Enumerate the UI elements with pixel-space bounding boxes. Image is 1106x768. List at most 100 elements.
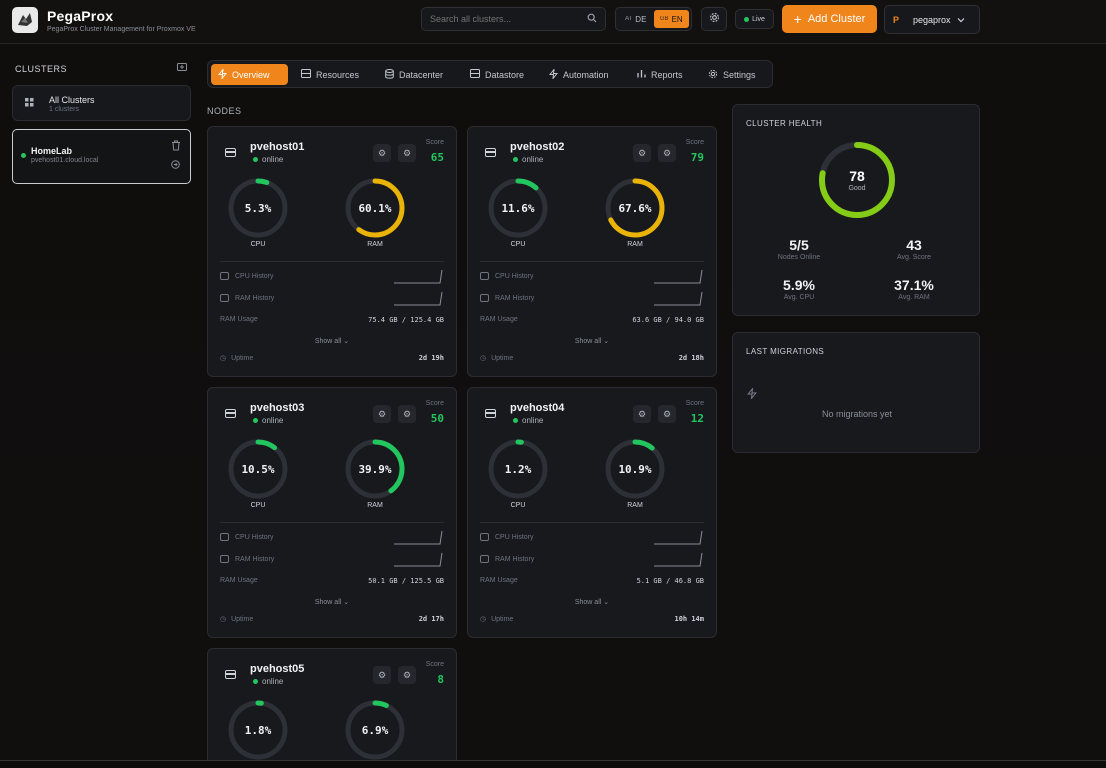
score-value: 79 <box>690 151 704 164</box>
trash-icon[interactable] <box>171 140 181 154</box>
storage-icon <box>470 69 480 80</box>
gear-icon: ⚙ <box>402 408 412 419</box>
node-config-button[interactable]: ⚙ <box>398 405 416 423</box>
uptime-label: ◷ Uptime <box>480 354 514 363</box>
cpu-label: CPU <box>510 502 526 509</box>
live-indicator[interactable]: Live <box>735 9 774 29</box>
cluster-name: HomeLab <box>31 146 73 156</box>
ram-usage-value: 75.4 GB / 125.4 GB <box>368 316 444 324</box>
pegaprox-logo[interactable] <box>12 7 38 33</box>
node-config-button[interactable]: ⚙ <box>658 144 676 162</box>
node-settings-button[interactable]: ⚙ <box>373 144 391 162</box>
cpu-gauge: 11.6% <box>487 177 549 239</box>
node-settings-button[interactable]: ⚙ <box>633 405 651 423</box>
node-config-button[interactable]: ⚙ <box>398 666 416 684</box>
gear-icon: ⚙ <box>377 147 387 158</box>
ram-usage-value: 50.1 GB / 125.5 GB <box>368 577 444 585</box>
tab-resources[interactable]: Resources <box>294 64 366 85</box>
node-card[interactable]: pvehost04 online ⚙ ⚙ Score 12 1.2% CPU 10.9% RAM C… <box>467 387 717 638</box>
cpu-gauge: 1.2% <box>487 438 549 500</box>
cpu-gauge: 5.3% <box>227 177 289 239</box>
tab-datacenter[interactable]: Datacenter <box>378 64 450 85</box>
node-settings-button[interactable]: ⚙ <box>373 666 391 684</box>
node-name: pvehost03 <box>250 402 305 414</box>
user-menu[interactable]: P pegaprox <box>884 5 980 34</box>
last-migrations-panel: LAST MIGRATIONS No migrations yet <box>732 332 980 453</box>
settings-button[interactable] <box>701 7 727 31</box>
tab-reports[interactable]: Reports <box>630 64 690 85</box>
cpu-history-sparkline <box>654 529 704 545</box>
node-card[interactable]: pvehost03 online ⚙ ⚙ Score 50 10.5% CPU 39.9% RAM… <box>207 387 457 638</box>
ram-history-sparkline <box>394 551 444 567</box>
show-all-button[interactable]: Show all ⌄ <box>314 338 350 345</box>
uptime-value: 2d 19h <box>418 354 444 362</box>
node-config-button[interactable]: ⚙ <box>398 144 416 162</box>
score-label: Score <box>425 139 444 146</box>
search-input[interactable] <box>430 14 587 24</box>
all-clusters-label: All Clusters <box>49 95 95 105</box>
node-name: pvehost04 <box>510 402 565 414</box>
node-config-button[interactable]: ⚙ <box>658 405 676 423</box>
uptime-value: 2d 18h <box>678 354 704 362</box>
show-all-button[interactable]: Show all ⌄ <box>574 599 610 606</box>
ram-label: RAM <box>367 241 383 248</box>
lang-option-de[interactable]: AT DE <box>625 14 647 24</box>
ram-history-row: RAM History <box>480 294 534 302</box>
node-status: online <box>513 155 543 164</box>
chevron-down-icon: ⌄ <box>343 599 350 606</box>
search-box[interactable] <box>421 7 606 31</box>
arrow-circle-icon[interactable] <box>171 160 180 171</box>
ram-history-sparkline <box>394 290 444 306</box>
server-icon <box>301 69 311 80</box>
node-settings-button[interactable]: ⚙ <box>373 405 391 423</box>
cpu-label: CPU <box>250 502 266 509</box>
ram-usage-label: RAM Usage <box>480 316 518 323</box>
stat-nodes-online: 5/5 Nodes Online <box>777 237 821 261</box>
memory-icon <box>480 294 489 302</box>
node-settings-button[interactable]: ⚙ <box>633 144 651 162</box>
clock-icon: ◷ <box>480 616 487 623</box>
show-all-button[interactable]: Show all ⌄ <box>314 599 350 606</box>
ram-value: 67.6% <box>618 201 652 215</box>
cpu-value: 11.6% <box>501 201 535 215</box>
online-dot-icon <box>253 157 258 162</box>
cluster-health-heading: CLUSTER HEALTH <box>746 119 823 128</box>
lang-option-en[interactable]: GB EN <box>653 10 689 28</box>
live-dot-icon <box>744 16 750 22</box>
ram-history-sparkline <box>654 290 704 306</box>
tab-datastore[interactable]: Datastore <box>463 64 531 85</box>
uptime-value: 10h 14m <box>674 615 704 623</box>
show-all-button[interactable]: Show all ⌄ <box>574 338 610 345</box>
tab-overview[interactable]: Overview <box>211 64 288 85</box>
add-cluster-button[interactable]: + Add Cluster <box>782 5 877 33</box>
cluster-health-panel: CLUSTER HEALTH 78 Good 5/5 Nodes Online 4… <box>732 104 980 316</box>
ram-value: 39.9% <box>358 462 392 476</box>
all-clusters-item[interactable]: All Clusters 1 clusters <box>12 85 191 121</box>
avatar: P <box>893 14 900 25</box>
ram-history-row: RAM History <box>220 555 274 563</box>
score-value: 65 <box>430 151 444 164</box>
cpu-icon <box>480 533 489 541</box>
add-folder-icon[interactable] <box>177 63 187 73</box>
node-card[interactable]: pvehost02 online ⚙ ⚙ Score 79 11.6% CPU 67.6% RAM… <box>467 126 717 377</box>
ram-value: 60.1% <box>358 201 392 215</box>
chevron-down-icon: ⌄ <box>603 338 610 345</box>
tab-settings[interactable]: Settings <box>701 64 763 85</box>
tab-automation[interactable]: Automation <box>542 64 616 85</box>
cpu-history-row: CPU History <box>480 272 534 280</box>
server-icon <box>225 148 236 157</box>
clusters-heading: CLUSTERS <box>15 64 68 74</box>
plus-icon: + <box>793 11 802 27</box>
cpu-icon <box>480 272 489 280</box>
user-name: pegaprox <box>913 14 951 25</box>
cluster-host: pvehost01.cloud.local <box>31 157 99 164</box>
cluster-item-homelab[interactable]: HomeLab pvehost01.cloud.local <box>12 129 191 184</box>
cpu-icon <box>220 533 229 541</box>
node-card[interactable]: pvehost01 online ⚙ ⚙ Score 65 5.3% CPU 60.1% RAM C… <box>207 126 457 377</box>
chevron-down-icon <box>957 15 965 25</box>
score-label: Score <box>425 661 444 668</box>
online-dot-icon <box>513 418 518 423</box>
uptime-label: ◷ Uptime <box>220 354 254 363</box>
cpu-value: 5.3% <box>244 201 272 215</box>
